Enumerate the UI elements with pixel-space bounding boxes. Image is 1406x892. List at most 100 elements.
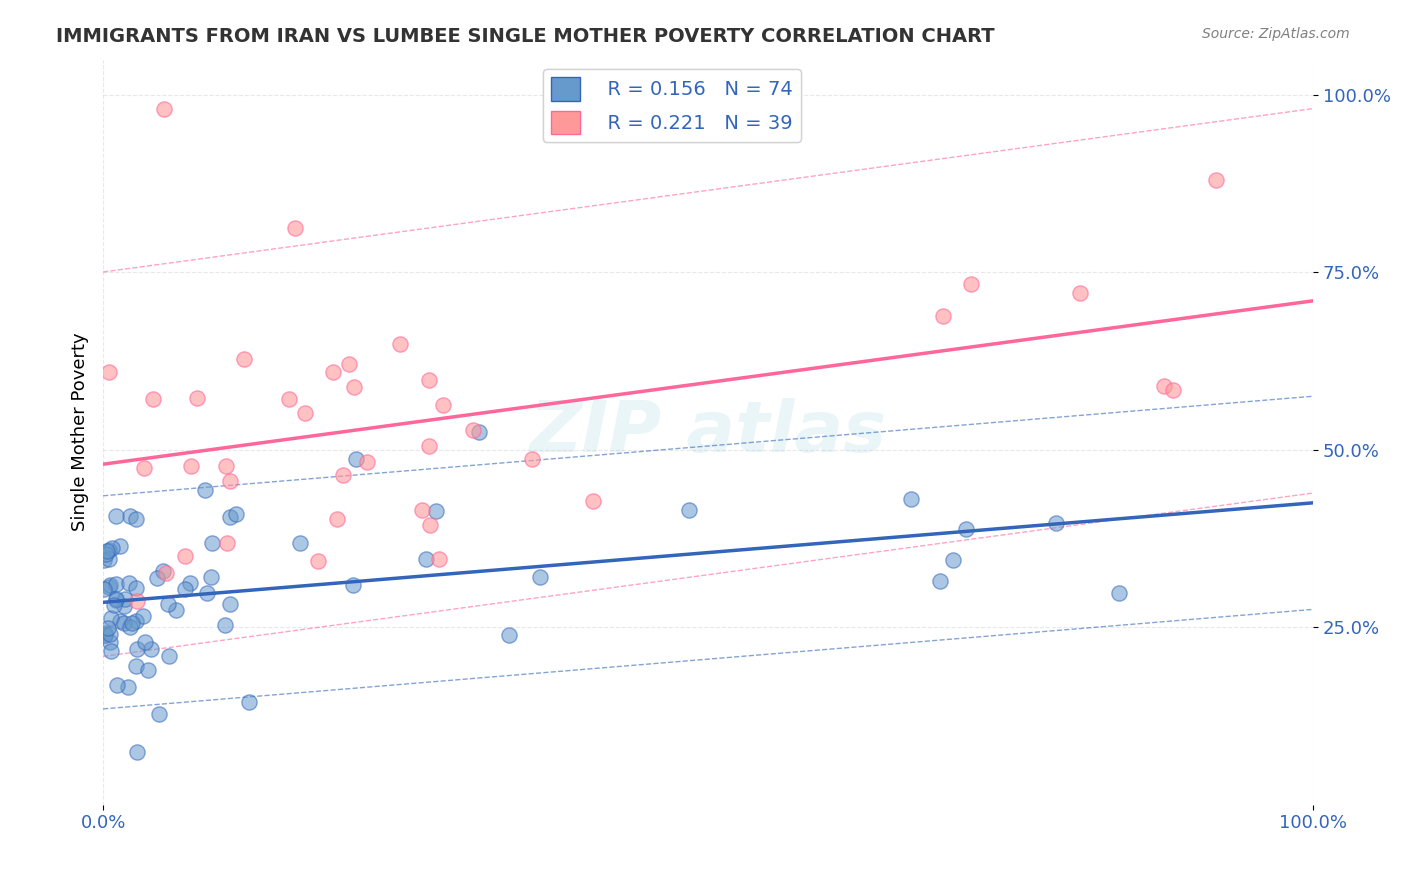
Immigrants from Iran — [152, 565, 174, 579]
Immigrants from Iran — [344, 451, 367, 466]
Legend:   R = 0.156   N = 74,   R = 0.221   N = 39: R = 0.156 N = 74, R = 0.221 N = 39 — [543, 70, 801, 142]
Immigrants from Iran — [112, 599, 135, 614]
Lumbee — [98, 365, 121, 379]
Lumbee — [232, 352, 254, 367]
Immigrants from Iran — [942, 553, 965, 567]
Lumbee — [155, 566, 177, 581]
Text: IMMIGRANTS FROM IRAN VS LUMBEE SINGLE MOTHER POVERTY CORRELATION CHART: IMMIGRANTS FROM IRAN VS LUMBEE SINGLE MO… — [56, 27, 995, 45]
Immigrants from Iran — [156, 597, 179, 611]
Lumbee — [1153, 379, 1175, 393]
Immigrants from Iran — [136, 663, 159, 677]
Immigrants from Iran — [165, 603, 187, 617]
Immigrants from Iran — [678, 502, 700, 516]
Immigrants from Iran — [96, 543, 118, 558]
Text: Source: ZipAtlas.com: Source: ZipAtlas.com — [1202, 27, 1350, 41]
Lumbee — [932, 309, 955, 323]
Immigrants from Iran — [100, 635, 122, 649]
Lumbee — [960, 277, 983, 291]
Lumbee — [418, 439, 440, 453]
Immigrants from Iran — [1108, 585, 1130, 599]
Lumbee — [215, 536, 238, 550]
Lumbee — [418, 373, 440, 387]
Immigrants from Iran — [94, 547, 117, 561]
Immigrants from Iran — [125, 614, 148, 628]
Lumbee — [326, 512, 349, 526]
Immigrants from Iran — [179, 576, 201, 591]
Immigrants from Iran — [97, 621, 120, 635]
Lumbee — [1069, 285, 1091, 300]
Immigrants from Iran — [467, 425, 489, 439]
Immigrants from Iran — [105, 577, 128, 591]
Immigrants from Iran — [201, 536, 224, 550]
Lumbee — [215, 458, 238, 473]
Immigrants from Iran — [98, 627, 121, 641]
Lumbee — [411, 503, 433, 517]
Immigrants from Iran — [288, 536, 311, 550]
Lumbee — [125, 593, 148, 607]
Lumbee — [219, 474, 242, 488]
Immigrants from Iran — [118, 576, 141, 591]
Immigrants from Iran — [105, 678, 128, 692]
Immigrants from Iran — [97, 551, 120, 566]
Immigrants from Iran — [139, 642, 162, 657]
Y-axis label: Single Mother Poverty: Single Mother Poverty — [72, 333, 89, 532]
Lumbee — [463, 423, 485, 437]
Immigrants from Iran — [125, 582, 148, 596]
Lumbee — [356, 455, 378, 469]
Lumbee — [522, 451, 544, 466]
Lumbee — [174, 549, 197, 563]
Immigrants from Iran — [194, 483, 217, 497]
Lumbee — [322, 365, 344, 379]
Immigrants from Iran — [146, 571, 169, 585]
Lumbee — [1205, 173, 1227, 187]
Lumbee — [332, 467, 354, 482]
Immigrants from Iran — [342, 577, 364, 591]
Immigrants from Iran — [157, 649, 180, 664]
Lumbee — [186, 392, 208, 406]
Immigrants from Iran — [108, 539, 131, 553]
Immigrants from Iran — [93, 582, 115, 596]
Immigrants from Iran — [100, 644, 122, 658]
Immigrants from Iran — [108, 615, 131, 629]
Lumbee — [419, 518, 441, 533]
Lumbee — [180, 458, 202, 473]
Immigrants from Iran — [100, 611, 122, 625]
Immigrants from Iran — [929, 574, 952, 588]
Lumbee — [284, 220, 307, 235]
Immigrants from Iran — [100, 578, 122, 592]
Immigrants from Iran — [98, 580, 121, 594]
Immigrants from Iran — [214, 618, 236, 632]
Immigrants from Iran — [955, 522, 977, 536]
Immigrants from Iran — [238, 694, 260, 708]
Immigrants from Iran — [105, 592, 128, 607]
Immigrants from Iran — [498, 628, 520, 642]
Immigrants from Iran — [134, 635, 156, 649]
Immigrants from Iran — [127, 641, 149, 656]
Immigrants from Iran — [118, 620, 141, 634]
Immigrants from Iran — [131, 608, 153, 623]
Immigrants from Iran — [112, 615, 135, 630]
Immigrants from Iran — [93, 553, 115, 567]
Immigrants from Iran — [174, 582, 197, 596]
Immigrants from Iran — [101, 541, 124, 556]
Immigrants from Iran — [219, 597, 242, 611]
Lumbee — [582, 493, 605, 508]
Lumbee — [142, 392, 165, 406]
Lumbee — [337, 357, 360, 371]
Immigrants from Iran — [415, 552, 437, 566]
Immigrants from Iran — [114, 591, 136, 606]
Immigrants from Iran — [197, 586, 219, 600]
Immigrants from Iran — [104, 593, 127, 607]
Lumbee — [432, 398, 454, 412]
Lumbee — [343, 380, 366, 394]
Immigrants from Iran — [98, 543, 121, 558]
Lumbee — [134, 460, 156, 475]
Lumbee — [294, 406, 316, 420]
Immigrants from Iran — [121, 615, 143, 630]
Immigrants from Iran — [117, 680, 139, 694]
Immigrants from Iran — [1045, 516, 1067, 530]
Text: ZIP atlas: ZIP atlas — [530, 398, 887, 467]
Immigrants from Iran — [900, 491, 922, 506]
Immigrants from Iran — [103, 598, 125, 612]
Immigrants from Iran — [425, 504, 447, 518]
